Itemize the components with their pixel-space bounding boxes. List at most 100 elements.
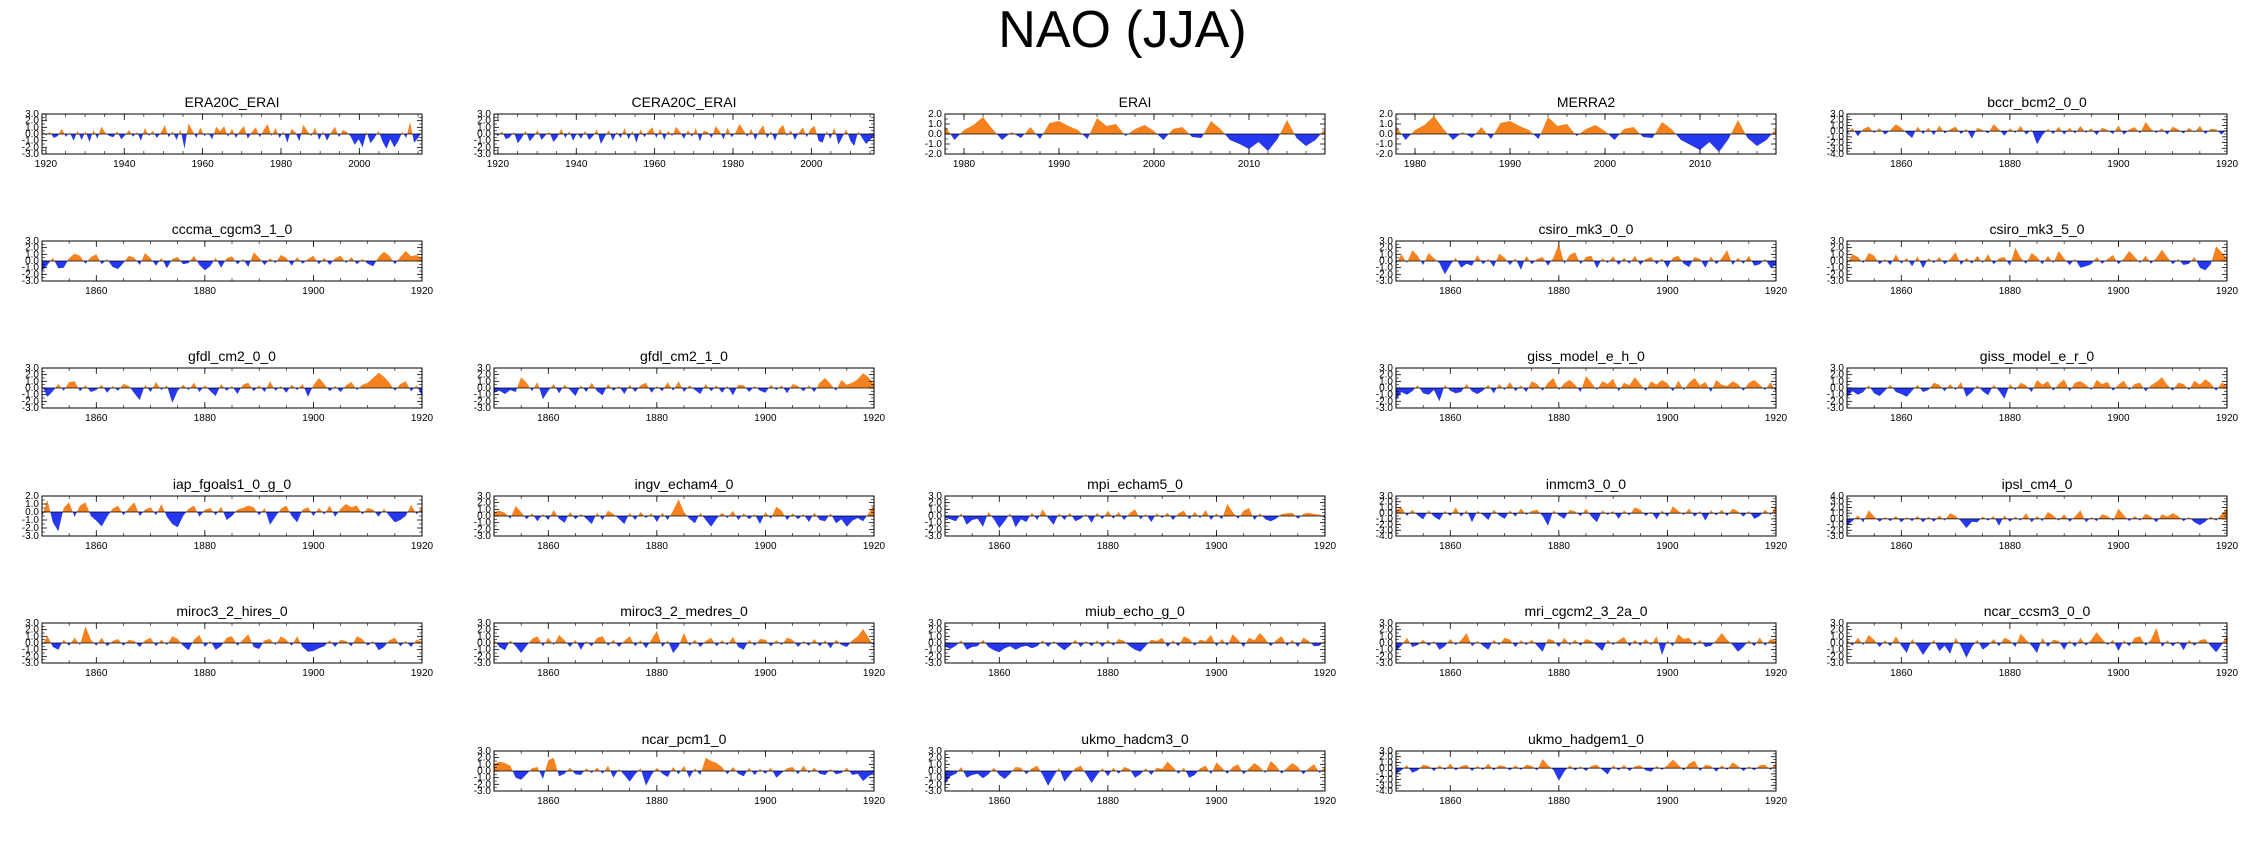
y-tick-label: 2.0 xyxy=(25,491,39,502)
y-tick-label: 3.0 xyxy=(1379,236,1393,247)
y-tick-label: 3.0 xyxy=(1379,746,1393,757)
panel: CERA20C_ERAI 3.02.01.00.0-1.0-2.0-3.01920… xyxy=(474,94,875,170)
panel: iap_fgoals1_0_g_0 2.01.00.0-1.0-2.0-3.0 18… xyxy=(22,476,434,552)
negative-area xyxy=(945,134,1325,151)
x-tick-label: 1940 xyxy=(565,159,588,170)
x-tick-label: 1860 xyxy=(85,541,108,552)
negative-area xyxy=(945,771,1325,786)
y-tick-label: -2.0 xyxy=(925,149,943,160)
positive-area xyxy=(494,757,874,771)
x-tick-label: 1920 xyxy=(411,286,434,297)
panel-title: ncar_pcm1_0 xyxy=(642,731,727,747)
panel: inmcm3_0_0 3.02.01.00.0-1.0-2.0-3.0-4.0 18… xyxy=(1376,476,1788,552)
y-tick-label: -2.0 xyxy=(474,142,492,153)
positive-area xyxy=(42,122,422,134)
y-tick-label: 1.0 xyxy=(1830,508,1844,519)
panel-title: giss_model_e_r_0 xyxy=(1980,348,2095,364)
y-tick-label: 2.0 xyxy=(1379,625,1393,636)
negative-area xyxy=(494,134,874,146)
positive-area xyxy=(1847,122,2227,132)
x-tick-label: 1860 xyxy=(537,413,560,424)
x-tick-label: 1900 xyxy=(754,796,777,807)
x-tick-label: 1980 xyxy=(270,159,293,170)
y-tick-label: 0.0 xyxy=(25,507,39,518)
x-tick-label: 1880 xyxy=(1548,668,1571,679)
x-tick-label: 1880 xyxy=(1999,159,2022,170)
x-tick-label: 2000 xyxy=(1143,159,1166,170)
panel: gfdl_cm2_0_0 3.02.01.00.0-1.0-2.0-3.0 1860… xyxy=(22,348,434,424)
x-tick-label: 2000 xyxy=(348,159,371,170)
panel-title: iap_fgoals1_0_g_0 xyxy=(173,476,292,492)
y-tick-label: 0.0 xyxy=(477,383,491,394)
x-tick-label: 1920 xyxy=(487,159,510,170)
panel-title: MERRA2 xyxy=(1557,94,1616,110)
y-tick-label: -1.0 xyxy=(22,390,40,401)
x-tick-label: 1920 xyxy=(2216,286,2239,297)
x-tick-label: 1860 xyxy=(537,796,560,807)
y-tick-label: -1.0 xyxy=(22,136,40,147)
y-tick-label: 0.0 xyxy=(25,383,39,394)
panel: MERRA2 2.01.00.0-1.0-2.0 1980 1990 2000 2010 xyxy=(1376,94,1777,170)
y-tick-label: 2.0 xyxy=(928,498,942,509)
y-tick-label: -1.0 xyxy=(1376,769,1394,780)
y-tick-label: 1.0 xyxy=(477,759,491,770)
panel: ingv_echam4_0 3.02.01.00.0-1.0-2.0-3.0 186… xyxy=(474,476,886,552)
y-tick-label: -2.0 xyxy=(22,396,40,407)
negative-area xyxy=(1847,131,2225,145)
x-tick-label: 1860 xyxy=(1439,668,1462,679)
x-tick-label: 1860 xyxy=(1439,286,1462,297)
x-tick-label: 1880 xyxy=(1097,541,1120,552)
positive-area xyxy=(945,633,1325,643)
y-tick-label: 1.0 xyxy=(1830,249,1844,260)
x-tick-label: 1920 xyxy=(1765,413,1788,424)
y-tick-label: 2.0 xyxy=(1379,370,1393,381)
x-tick-label: 1860 xyxy=(85,286,108,297)
y-tick-label: 3.0 xyxy=(1379,363,1393,374)
negative-area xyxy=(945,643,1325,653)
x-tick-label: 1860 xyxy=(1890,668,1913,679)
y-tick-label: 4.0 xyxy=(1830,491,1844,502)
positive-area xyxy=(494,629,874,643)
y-tick-label: -3.0 xyxy=(1376,403,1394,414)
positive-area xyxy=(42,500,422,512)
x-tick-label: 1880 xyxy=(646,796,669,807)
x-tick-label: 1900 xyxy=(2107,668,2130,679)
y-tick-label: -1.0 xyxy=(22,515,40,526)
y-tick-label: -2.0 xyxy=(1376,520,1394,531)
panel-title: ncar_ccsm3_0_0 xyxy=(1984,603,2091,619)
x-tick-label: 1920 xyxy=(863,796,886,807)
y-tick-label: 2.0 xyxy=(1379,109,1393,120)
negative-area xyxy=(1847,388,2227,399)
y-tick-label: 3.0 xyxy=(1830,497,1844,508)
y-tick-label: -1.0 xyxy=(1376,139,1394,150)
y-tick-label: -4.0 xyxy=(1376,531,1394,542)
x-tick-label: 1900 xyxy=(1205,541,1228,552)
y-tick-label: 0.0 xyxy=(1379,383,1393,394)
panel: ipsl_cm4_0 4.03.02.01.00.0-1.0-2.0-3.0 186… xyxy=(1827,476,2239,552)
y-tick-label: 2.0 xyxy=(928,109,942,120)
y-tick-label: 0.0 xyxy=(928,511,942,522)
x-tick-label: 1880 xyxy=(1999,668,2022,679)
panel-title: ukmo_hadgem1_0 xyxy=(1528,731,1644,747)
positive-area xyxy=(1847,246,2227,261)
x-tick-label: 1860 xyxy=(85,413,108,424)
y-tick-label: 0.0 xyxy=(477,766,491,777)
y-tick-label: 1.0 xyxy=(25,631,39,642)
x-tick-label: 1900 xyxy=(302,286,325,297)
y-tick-label: 2.0 xyxy=(1379,243,1393,254)
y-tick-label: 0.0 xyxy=(1830,383,1844,394)
y-tick-label: -3.0 xyxy=(925,531,943,542)
y-tick-label: -1.0 xyxy=(22,645,40,656)
y-tick-label: 1.0 xyxy=(1830,376,1844,387)
x-tick-label: 1880 xyxy=(194,668,217,679)
positive-area xyxy=(1396,243,1776,261)
x-tick-label: 2000 xyxy=(1594,159,1617,170)
y-tick-label: -1.0 xyxy=(474,136,492,147)
x-tick-label: 1880 xyxy=(1548,286,1571,297)
y-tick-label: -3.0 xyxy=(22,403,40,414)
negative-area xyxy=(42,643,422,652)
y-tick-label: 2.0 xyxy=(477,370,491,381)
panel: mri_cgcm2_3_2a_0 3.02.01.00.0-1.0-2.0-3.0… xyxy=(1376,603,1788,679)
